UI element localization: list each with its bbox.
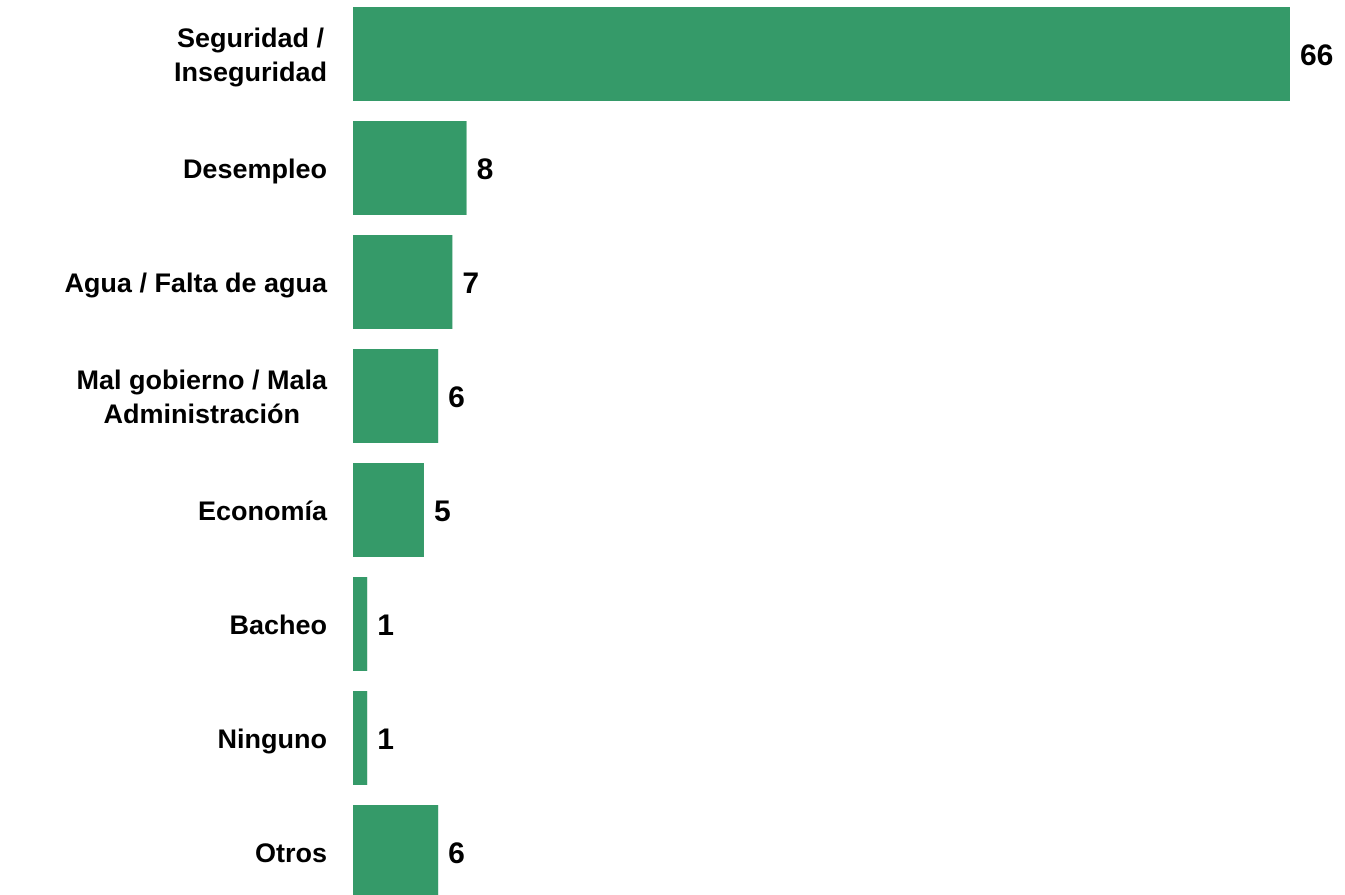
category-label-line: Ninguno	[218, 724, 327, 754]
category-label-line: Bacheo	[229, 610, 327, 640]
value-label-2: 7	[462, 267, 479, 300]
value-label-3: 6	[448, 381, 465, 414]
bar-7	[353, 805, 439, 895]
category-label-line: Otros	[255, 838, 327, 868]
category-label-2: Agua / Falta de agua	[64, 268, 328, 298]
bar-0	[353, 7, 1290, 101]
value-label-1: 8	[477, 153, 494, 186]
category-label-5: Bacheo	[229, 610, 327, 640]
value-label-5: 1	[377, 609, 394, 642]
bar-1	[353, 121, 467, 215]
category-label-0: Seguridad / Inseguridad	[174, 23, 327, 87]
bar-2	[353, 235, 453, 329]
value-label-4: 5	[434, 495, 451, 528]
category-label-line: Desempleo	[183, 154, 327, 184]
category-label-6: Ninguno	[218, 724, 327, 754]
category-label-line: Inseguridad	[174, 57, 327, 87]
value-label-6: 1	[377, 723, 394, 756]
category-label-line: Agua / Falta de agua	[64, 268, 328, 298]
category-label-line: Mal gobierno / Mala	[76, 365, 328, 395]
category-label-4: Economía	[198, 496, 328, 526]
category-label-line: Administración	[103, 399, 300, 429]
category-label-1: Desempleo	[183, 154, 327, 184]
bar-3	[353, 349, 439, 443]
bar-6	[353, 691, 368, 785]
category-label-line: Economía	[198, 496, 328, 526]
value-label-0: 66	[1300, 39, 1333, 72]
category-label-3: Mal gobierno / Mala Administración	[76, 365, 328, 429]
bar-5	[353, 577, 368, 671]
value-label-7: 6	[448, 837, 465, 870]
category-label-7: Otros	[255, 838, 327, 868]
category-label-line: Seguridad /	[177, 23, 325, 53]
bar-4	[353, 463, 424, 557]
